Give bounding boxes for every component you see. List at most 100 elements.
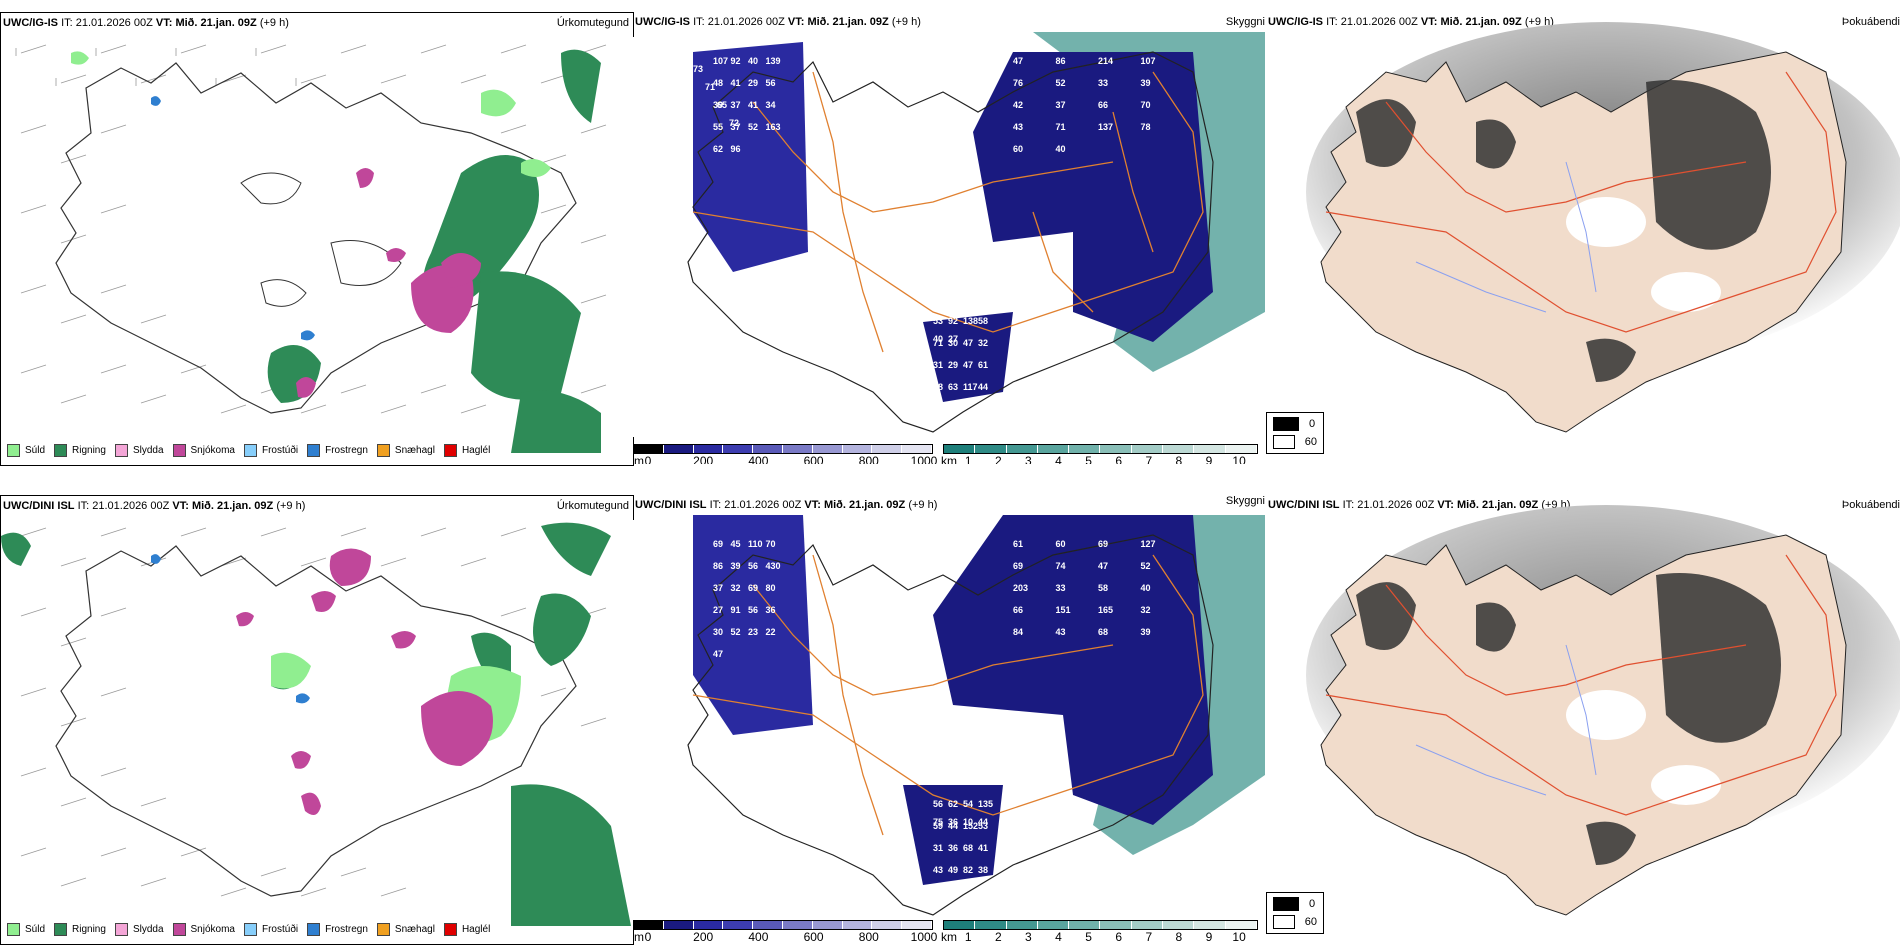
legend-label: Haglél — [461, 924, 491, 935]
visibility-value: 29 — [948, 360, 958, 370]
visibility-value: 32 — [978, 338, 988, 348]
fog-legend-swatch — [1273, 417, 1299, 431]
legend-label: Snæhagl — [394, 924, 435, 935]
legend-item: Haglél — [443, 923, 491, 936]
visibility-value: 165 — [1098, 605, 1113, 615]
legend-swatch — [7, 923, 20, 936]
visibility-value: 44 — [978, 382, 988, 392]
scale-segment — [812, 445, 843, 453]
visibility-value: 60 — [1056, 539, 1066, 549]
scale-segment — [842, 445, 873, 453]
legend-swatch — [172, 444, 186, 457]
scale-segment — [723, 921, 754, 929]
visibility-value: 70 — [766, 539, 776, 549]
visibility-value: 214 — [1098, 56, 1113, 66]
visibility-value: 31 — [933, 360, 943, 370]
visibility-value: 68 — [1098, 627, 1108, 637]
scale-segment — [1037, 445, 1070, 453]
fog-legend-row: 0 — [1273, 417, 1317, 431]
glacier-outlines — [240, 172, 402, 307]
row1-fog-legend: 0 60 — [1266, 412, 1324, 454]
legend-item: Rigning — [54, 923, 106, 936]
fog-legend-label: 0 — [1309, 418, 1316, 430]
scale-tick-label: 1 — [964, 454, 972, 464]
scale-tick-label: 3 — [1025, 454, 1032, 464]
visibility-value: 69 — [1098, 539, 1108, 549]
fog-legend-row: 60 — [1273, 435, 1317, 449]
legend-swatch — [114, 923, 128, 936]
legend-label: Rigning — [72, 924, 106, 935]
row2-vis-panel: UWC/DINI ISL IT: 21.01.2026 00Z VT: Mið.… — [633, 495, 1265, 943]
visibility-value: 84 — [1013, 627, 1023, 637]
visibility-value: 58 — [1098, 583, 1108, 593]
fog-legend-label: 60 — [1304, 436, 1317, 448]
scale-segment — [1131, 445, 1164, 453]
visibility-value: 62 — [948, 799, 958, 809]
visibility-value: 53 — [933, 316, 943, 326]
fog-legend-label: 0 — [1309, 898, 1316, 910]
visibility-value: 39 — [731, 561, 741, 571]
visibility-value: 62 — [713, 144, 723, 154]
row1-precip-title: Úrkomutegund — [556, 17, 629, 29]
visibility-value: 36 — [948, 843, 958, 853]
precip-snow — [296, 168, 481, 398]
scale-tick-label: 800 — [858, 930, 879, 943]
visibility-value: 60 — [1013, 144, 1023, 154]
precip-freezing-rain — [151, 96, 315, 341]
scale-segment — [1100, 445, 1132, 453]
legend-item: Snæhagl — [376, 923, 435, 936]
visibility-value: 151 — [1056, 605, 1071, 615]
visibility-value: 56 — [748, 561, 758, 571]
iceland-outline — [55, 545, 577, 897]
fog-legend-label: 60 — [1304, 916, 1317, 928]
legend-label: Súld — [25, 445, 46, 456]
visibility-value: 10 — [963, 817, 973, 827]
visibility-value: 32 — [731, 583, 741, 593]
visibility-value: 63 — [948, 382, 958, 392]
visibility-value: 139 — [766, 56, 781, 66]
visibility-value: 430 — [766, 561, 781, 571]
visibility-value: 86 — [1056, 56, 1066, 66]
row2-fog-legend: 0 60 — [1266, 892, 1324, 934]
scale-tick-label: 10 — [1232, 930, 1246, 943]
scale-segment — [944, 921, 976, 929]
scale-tick-label: 400 — [748, 930, 769, 943]
visibility-value: 41 — [748, 100, 758, 110]
scale-tick-label: 7 — [1145, 454, 1153, 464]
scale-tick-label: 4 — [1055, 930, 1062, 943]
scale-segment — [1225, 445, 1257, 453]
visibility-value: 44 — [948, 821, 958, 831]
row1-precip-legend: Súld Rigning Slydda Snjókoma Frostúði Frostre… — [7, 444, 499, 457]
visibility-value: 40 — [1056, 144, 1066, 154]
precip-drizzle — [71, 51, 551, 177]
legend-label: Slydda — [132, 445, 164, 456]
visibility-value: 31 — [933, 843, 943, 853]
scale-tick-label: 0 — [644, 930, 652, 943]
scale-tick-label: 1000 — [910, 454, 938, 464]
row2-vis-title: Skyggni — [1225, 495, 1265, 507]
visibility-value: 37 — [1056, 100, 1066, 110]
visibility-value: 45 — [731, 539, 741, 549]
visibility-value: 37 — [731, 122, 741, 132]
iceland-outline — [687, 534, 1214, 916]
vis-numbers: 107 47 53 92 86 92 40 214 138 139 107 58 48 76 71 41 52 3… — [693, 56, 1156, 392]
legend-item: Snjókoma — [172, 444, 235, 457]
scale-tick-label: 200 — [693, 454, 714, 464]
visibility-value: 40 — [1141, 583, 1151, 593]
visibility-value: 58 — [933, 382, 943, 392]
row1-precip-panel: UWC/IG-IS IT: 21.01.2026 00Z VT: Mið. 21… — [0, 12, 634, 466]
visibility-value: 47 — [1098, 561, 1108, 571]
visibility-value: 56 — [766, 78, 776, 88]
scale-segment — [975, 445, 1007, 453]
visibility-value: 203 — [1013, 583, 1028, 593]
visibility-value: 48 — [713, 78, 723, 88]
visibility-value: 71 — [1056, 122, 1066, 132]
scale-segment — [1037, 921, 1070, 929]
legend-item: Snjókoma — [172, 923, 235, 936]
visibility-value: 41 — [978, 843, 988, 853]
scale-segment — [693, 445, 724, 453]
scale-tick-label: 6 — [1115, 930, 1123, 943]
row2-fog-header: UWC/DINI ISL IT: 21.01.2026 00Z VT: Mið.… — [1268, 499, 1571, 511]
legend-swatch — [243, 444, 257, 457]
